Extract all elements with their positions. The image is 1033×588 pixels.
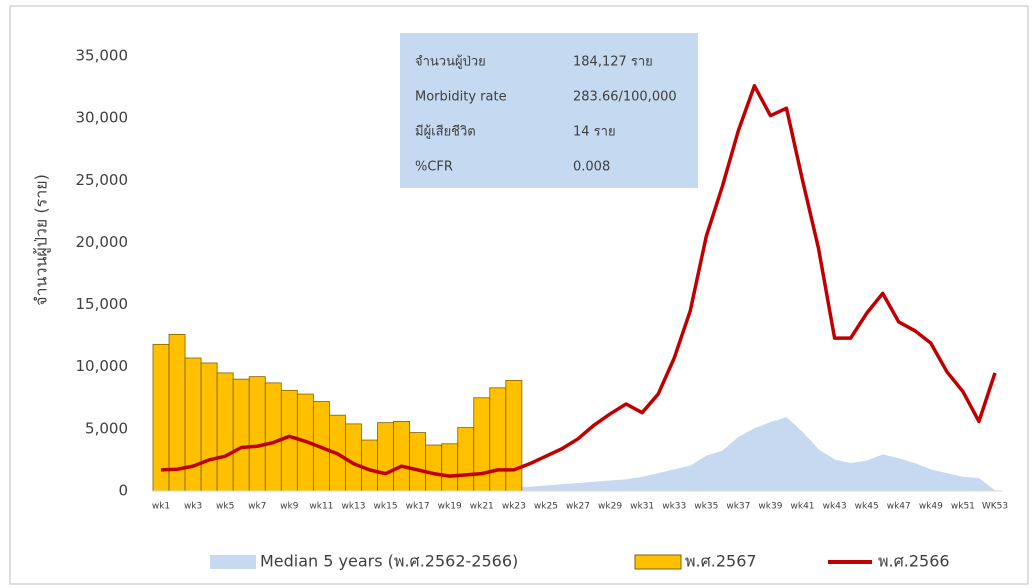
y-tick-label: 20,000 xyxy=(76,233,129,251)
x-tick-label: wk29 xyxy=(598,502,622,512)
x-tick-label: wk3 xyxy=(184,502,202,512)
x-tick-label: wk47 xyxy=(887,502,911,512)
area-fill xyxy=(161,417,995,491)
bar xyxy=(409,432,427,492)
x-tick-label: wk43 xyxy=(823,502,847,512)
x-tick-label: wk45 xyxy=(855,502,879,512)
x-tick-label: wk19 xyxy=(438,502,462,512)
x-tick-label: WK53 xyxy=(982,502,1008,512)
bar xyxy=(489,387,507,492)
bar xyxy=(393,420,411,492)
x-tick-label: wk33 xyxy=(662,502,686,512)
info-label: Morbidity rate xyxy=(415,90,507,105)
x-tick-label: wk13 xyxy=(341,502,365,512)
bar xyxy=(457,427,475,492)
legend-label: Median 5 years (พ.ศ.2562-2566) xyxy=(260,552,518,571)
info-label: จำนวนผู้ป่วย xyxy=(415,55,486,70)
legend-label: พ.ศ.2566 xyxy=(878,552,950,571)
line xyxy=(160,84,997,478)
x-tick-label: wk49 xyxy=(919,502,943,512)
bar xyxy=(264,382,282,492)
x-tick-label: wk51 xyxy=(951,502,975,512)
bar xyxy=(232,378,250,492)
y-tick-label: 25,000 xyxy=(76,171,129,189)
y-tick-label: 35,000 xyxy=(76,47,129,65)
bar xyxy=(280,389,298,492)
x-tick-label: wk37 xyxy=(726,502,750,512)
x-tick-label: wk21 xyxy=(470,502,494,512)
x-tick-label: wk27 xyxy=(566,502,590,512)
x-tick-label: wk1 xyxy=(152,502,170,512)
legend-swatch xyxy=(210,555,256,569)
bar xyxy=(184,357,202,492)
legend-label: พ.ศ.2567 xyxy=(685,552,757,571)
bar xyxy=(505,379,523,492)
legend-swatch xyxy=(634,554,682,570)
x-tick-label: wk25 xyxy=(534,502,558,512)
x-tick-label: wk15 xyxy=(374,502,398,512)
x-tick-label: wk23 xyxy=(502,502,526,512)
bar xyxy=(377,422,394,492)
x-tick-label: wk39 xyxy=(758,502,782,512)
info-label: %CFR xyxy=(415,160,453,175)
bar xyxy=(345,423,362,492)
bar xyxy=(441,443,459,492)
info-box xyxy=(400,33,698,188)
y-tick-label: 30,000 xyxy=(76,109,129,127)
x-tick-label: wk41 xyxy=(791,502,815,512)
bar xyxy=(216,372,234,492)
info-label: มีผู้เสียชีวิต xyxy=(415,124,476,140)
y-axis-title: จำนวนผู้ป่วย (ราย) xyxy=(32,174,52,306)
x-tick-label: wk31 xyxy=(630,502,654,512)
y-tick-label: 0 xyxy=(118,482,128,500)
y-tick-label: 10,000 xyxy=(76,357,129,375)
bar xyxy=(200,362,218,492)
y-tick-label: 15,000 xyxy=(76,295,129,313)
x-tick-label: wk9 xyxy=(280,502,299,512)
bar xyxy=(361,439,378,492)
x-tick-label: wk7 xyxy=(248,502,266,512)
info-value: 184,127 ราย xyxy=(573,55,653,70)
bar xyxy=(473,397,491,492)
bar xyxy=(425,444,443,492)
info-value: 14 ราย xyxy=(573,125,616,140)
x-tick-label: wk5 xyxy=(216,502,234,512)
x-tick-label: wk11 xyxy=(309,502,333,512)
y-tick-label: 5,000 xyxy=(85,419,128,437)
x-tick-label: wk17 xyxy=(406,502,430,512)
bar xyxy=(248,376,266,492)
x-tick-label: wk35 xyxy=(694,502,718,512)
info-value: 283.66/100,000 xyxy=(573,90,677,105)
info-value: 0.008 xyxy=(573,160,610,175)
